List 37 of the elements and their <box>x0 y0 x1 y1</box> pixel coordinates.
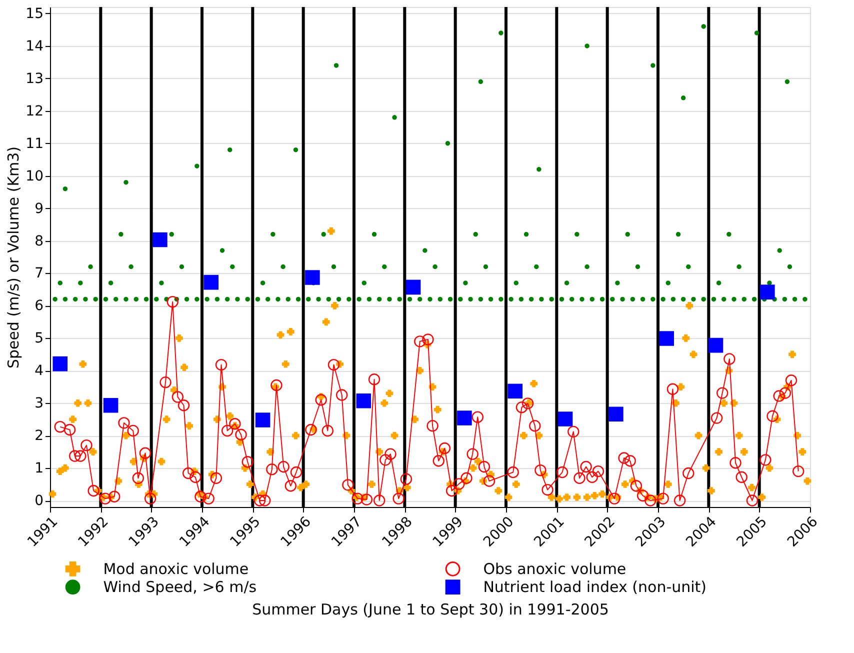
y-tick-label: 4 <box>34 363 44 380</box>
point <box>103 398 118 413</box>
y-tick-label: 12 <box>26 103 44 120</box>
y-tick-label: 7 <box>34 266 44 282</box>
y-tick-label: 6 <box>34 298 44 314</box>
y-tick-label: 15 <box>26 6 44 22</box>
y-tick-label: 13 <box>26 70 44 87</box>
point <box>305 270 320 285</box>
y-tick-label: 10 <box>26 168 44 184</box>
y-tick-label: 3 <box>34 396 44 412</box>
point <box>508 384 523 398</box>
y-tick-label: 0 <box>34 493 44 510</box>
y-tick-label: 8 <box>34 233 44 250</box>
point <box>152 232 168 248</box>
point <box>52 356 68 372</box>
legend-label: Obs anoxic volume <box>483 560 626 578</box>
point <box>255 412 270 428</box>
point <box>406 280 421 295</box>
legend-label: Nutrient load index (non-unit) <box>483 578 707 596</box>
y-tick-label: 2 <box>34 428 44 444</box>
point <box>356 393 372 408</box>
y-tick-label: 5 <box>34 330 44 347</box>
y-tick-label: 1 <box>34 460 44 477</box>
point <box>608 406 624 422</box>
y-tick-label: 11 <box>26 136 44 152</box>
point <box>760 284 775 300</box>
y-tick-label: 9 <box>34 200 44 217</box>
point <box>204 274 219 290</box>
x-axis-title: Summer Days (June 1 to Sept 30) in 1991-2005 <box>252 600 609 618</box>
point <box>558 412 573 426</box>
legend-label: Mod anoxic volume <box>103 560 249 578</box>
y-tick-label: 14 <box>26 38 44 54</box>
legend-label: Wind Speed, >6 m/s <box>103 578 257 596</box>
point <box>457 410 472 426</box>
y-axis-title: Speed (m/s) or Volume (Km3) <box>4 146 23 369</box>
point <box>708 338 724 353</box>
point <box>659 331 674 346</box>
